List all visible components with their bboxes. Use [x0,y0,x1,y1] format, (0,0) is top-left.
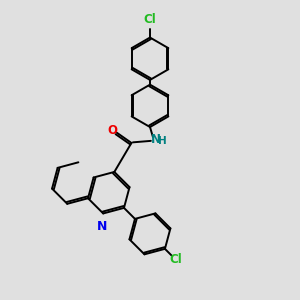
Text: N: N [97,220,107,233]
Text: O: O [107,124,117,137]
Text: Cl: Cl [169,253,182,266]
Text: N: N [151,133,160,146]
Text: H: H [158,136,167,146]
Text: Cl: Cl [144,13,156,26]
